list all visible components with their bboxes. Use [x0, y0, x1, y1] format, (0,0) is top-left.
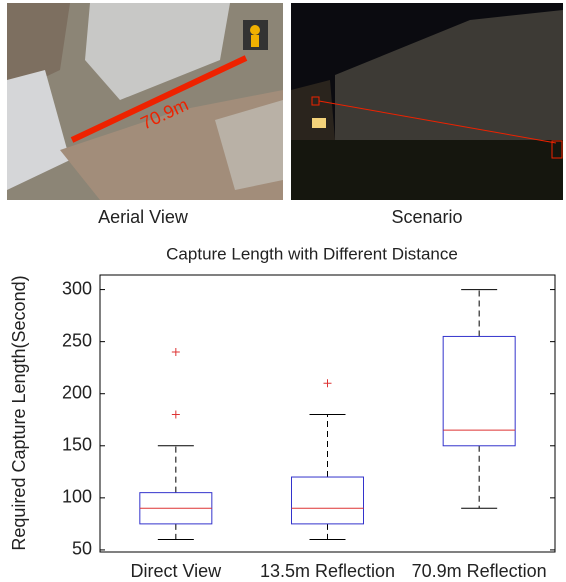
scenario-building — [291, 80, 335, 140]
outlier — [172, 348, 180, 356]
chart-title: Capture Length with Different Distance — [166, 244, 458, 263]
box — [292, 477, 364, 524]
aerial-photo: 70.9m — [7, 3, 283, 200]
aerial-icon — [250, 25, 260, 35]
scenario-ground — [291, 140, 563, 200]
aerial-icon — [251, 35, 259, 47]
box — [443, 336, 515, 445]
y-tick-label: 300 — [62, 278, 92, 298]
y-tick-label: 50 — [72, 539, 92, 559]
scenario-light — [312, 118, 326, 128]
y-tick-label: 150 — [62, 435, 92, 455]
figure: 70.9m Aerial View Scenario Capture Lengt… — [0, 0, 566, 582]
panel-label: Aerial View — [98, 207, 189, 227]
x-tick-label: Direct View — [130, 561, 222, 581]
y-axis-label: Required Capture Length(Second) — [9, 275, 29, 550]
plot-frame — [100, 275, 555, 552]
y-tick-label: 250 — [62, 330, 92, 350]
y-tick-label: 100 — [62, 487, 92, 507]
outlier — [172, 411, 180, 419]
scenario-photo — [291, 3, 563, 200]
x-tick-label: 13.5m Reflection — [260, 561, 395, 581]
panel-label: Scenario — [391, 207, 462, 227]
page: {"panels": {"aerial": {"label": "Aerial … — [0, 0, 566, 582]
y-tick-label: 200 — [62, 382, 92, 402]
outlier — [324, 379, 332, 387]
x-tick-label: 70.9m Reflection — [412, 561, 547, 581]
